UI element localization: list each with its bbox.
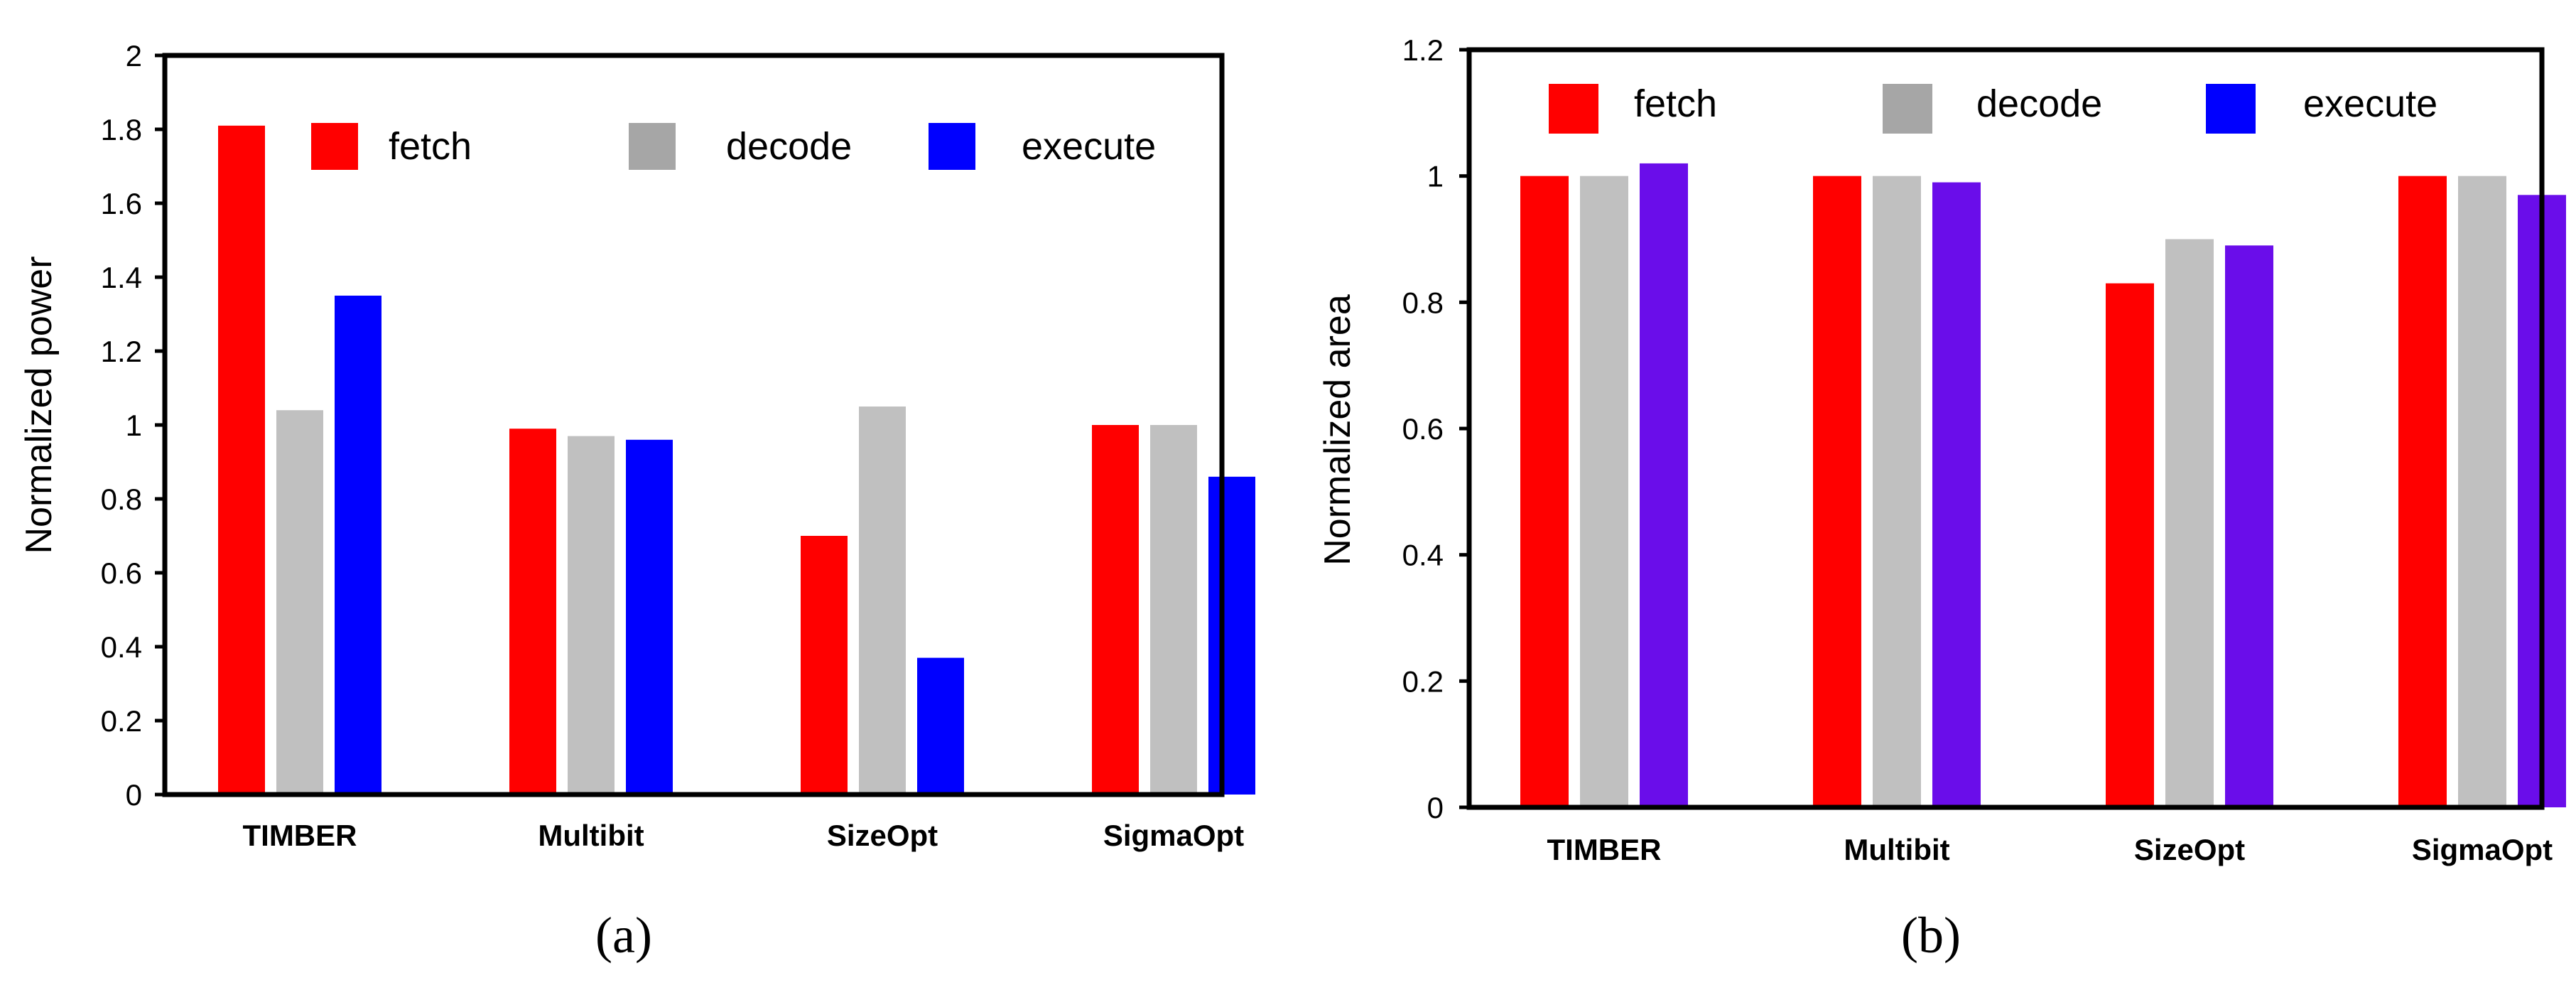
legend-label-execute: execute <box>1022 125 1156 168</box>
legend: fetch decode execute <box>1549 82 2437 134</box>
category-label-sizeopt: SizeOpt <box>827 819 938 852</box>
legend-swatch-execute <box>929 123 975 170</box>
bar-decode-sigmaopt <box>1150 425 1197 795</box>
y-tick-label: 0.4 <box>101 630 142 664</box>
legend-label-decode: decode <box>726 125 852 168</box>
bar-fetch-multibit <box>509 429 556 795</box>
y-tick-label: 1.4 <box>101 261 142 294</box>
bar-decode-multibit <box>568 436 615 795</box>
category-label-sigmaopt: SigmaOpt <box>1103 819 1244 852</box>
bar-execute-multibit <box>626 439 673 795</box>
y-tick-label: 0 <box>1427 791 1444 824</box>
legend-label-execute: execute <box>2303 82 2437 125</box>
y-tick-label: 1.2 <box>101 335 142 368</box>
legend-label-fetch: fetch <box>389 125 472 168</box>
y-tick-label: 0.4 <box>1402 539 1444 572</box>
legend-label-decode: decode <box>1976 82 2102 125</box>
legend: fetch decode execute <box>311 123 1156 170</box>
bar-fetch-sizeopt <box>2106 283 2154 807</box>
y-axis-ticks: 0 0.2 0.4 0.6 0.8 1 1.2 1.4 1.6 1.8 2 <box>101 39 165 812</box>
panel-caption: (b) <box>1901 907 1961 964</box>
y-tick-label: 0.2 <box>101 704 142 738</box>
category-label-sigmaopt: SigmaOpt <box>2412 833 2553 866</box>
bar-execute-sizeopt <box>917 657 964 795</box>
legend-label-fetch: fetch <box>1634 82 1717 125</box>
category-label-multibit: Multibit <box>1844 833 1949 866</box>
bar-series <box>1520 163 2566 808</box>
bar-fetch-sigmaopt <box>2398 176 2447 807</box>
bar-execute-sigmaopt <box>1208 476 1255 795</box>
bar-fetch-multibit <box>1813 176 1861 807</box>
y-axis-label: Normalized power <box>18 256 60 554</box>
legend-swatch-decode <box>629 123 676 170</box>
y-tick-label: 0.8 <box>1402 286 1444 319</box>
y-axis-ticks: 0 0.2 0.4 0.6 0.8 1 1.2 <box>1402 33 1469 824</box>
y-tick-label: 1.2 <box>1402 33 1444 67</box>
legend-swatch-fetch <box>311 123 358 170</box>
bar-fetch-timber <box>1520 176 1569 807</box>
panel-caption: (a) <box>595 907 652 964</box>
bar-decode-sigmaopt <box>2458 176 2506 807</box>
y-tick-label: 1 <box>1427 160 1444 193</box>
category-labels: TIMBER Multibit SizeOpt SigmaOpt <box>243 819 1245 852</box>
bar-fetch-sigmaopt <box>1092 425 1139 795</box>
y-tick-label: 0.6 <box>101 556 142 590</box>
bar-decode-timber <box>1580 176 1628 807</box>
y-tick-label: 0.6 <box>1402 412 1444 446</box>
legend-swatch-execute <box>2206 84 2256 134</box>
y-tick-label: 0.8 <box>101 483 142 516</box>
y-tick-label: 2 <box>126 39 142 72</box>
category-label-sizeopt: SizeOpt <box>2134 833 2245 866</box>
legend-swatch-fetch <box>1549 84 1598 134</box>
bar-decode-timber <box>276 410 323 795</box>
y-tick-label: 0 <box>126 778 142 812</box>
bar-execute-multibit <box>1932 182 1981 807</box>
category-label-timber: TIMBER <box>243 819 357 852</box>
bar-execute-timber <box>1640 163 1688 807</box>
power-chart-panel: Normalized power 0 0.2 0.4 0.6 0.8 1 1.2 1.4 1.6… <box>18 39 1255 964</box>
category-label-multibit: Multibit <box>538 819 644 852</box>
category-label-timber: TIMBER <box>1547 833 1662 866</box>
legend-swatch-decode <box>1883 84 1932 134</box>
category-labels: TIMBER Multibit SizeOpt SigmaOpt <box>1547 833 2553 866</box>
y-tick-label: 1 <box>126 409 142 442</box>
bar-decode-multibit <box>1873 176 1921 807</box>
bar-execute-sizeopt <box>2225 245 2273 808</box>
y-tick-label: 1.8 <box>101 113 142 146</box>
bar-series <box>218 125 1255 795</box>
y-axis-label: Normalized area <box>1317 294 1358 566</box>
plot-frame <box>162 53 1225 797</box>
bar-fetch-timber <box>218 125 265 795</box>
y-tick-label: 0.2 <box>1402 664 1444 698</box>
bar-fetch-sizeopt <box>801 536 848 795</box>
y-tick-label: 1.6 <box>101 187 142 220</box>
bar-execute-timber <box>335 296 381 795</box>
bar-decode-sizeopt <box>859 407 906 795</box>
bar-decode-sizeopt <box>2165 239 2214 807</box>
plot-frame <box>1466 47 2545 810</box>
area-chart-panel: Normalized area 0 0.2 0.4 0.6 0.8 1 1.2 TIMBER… <box>1317 33 2566 964</box>
